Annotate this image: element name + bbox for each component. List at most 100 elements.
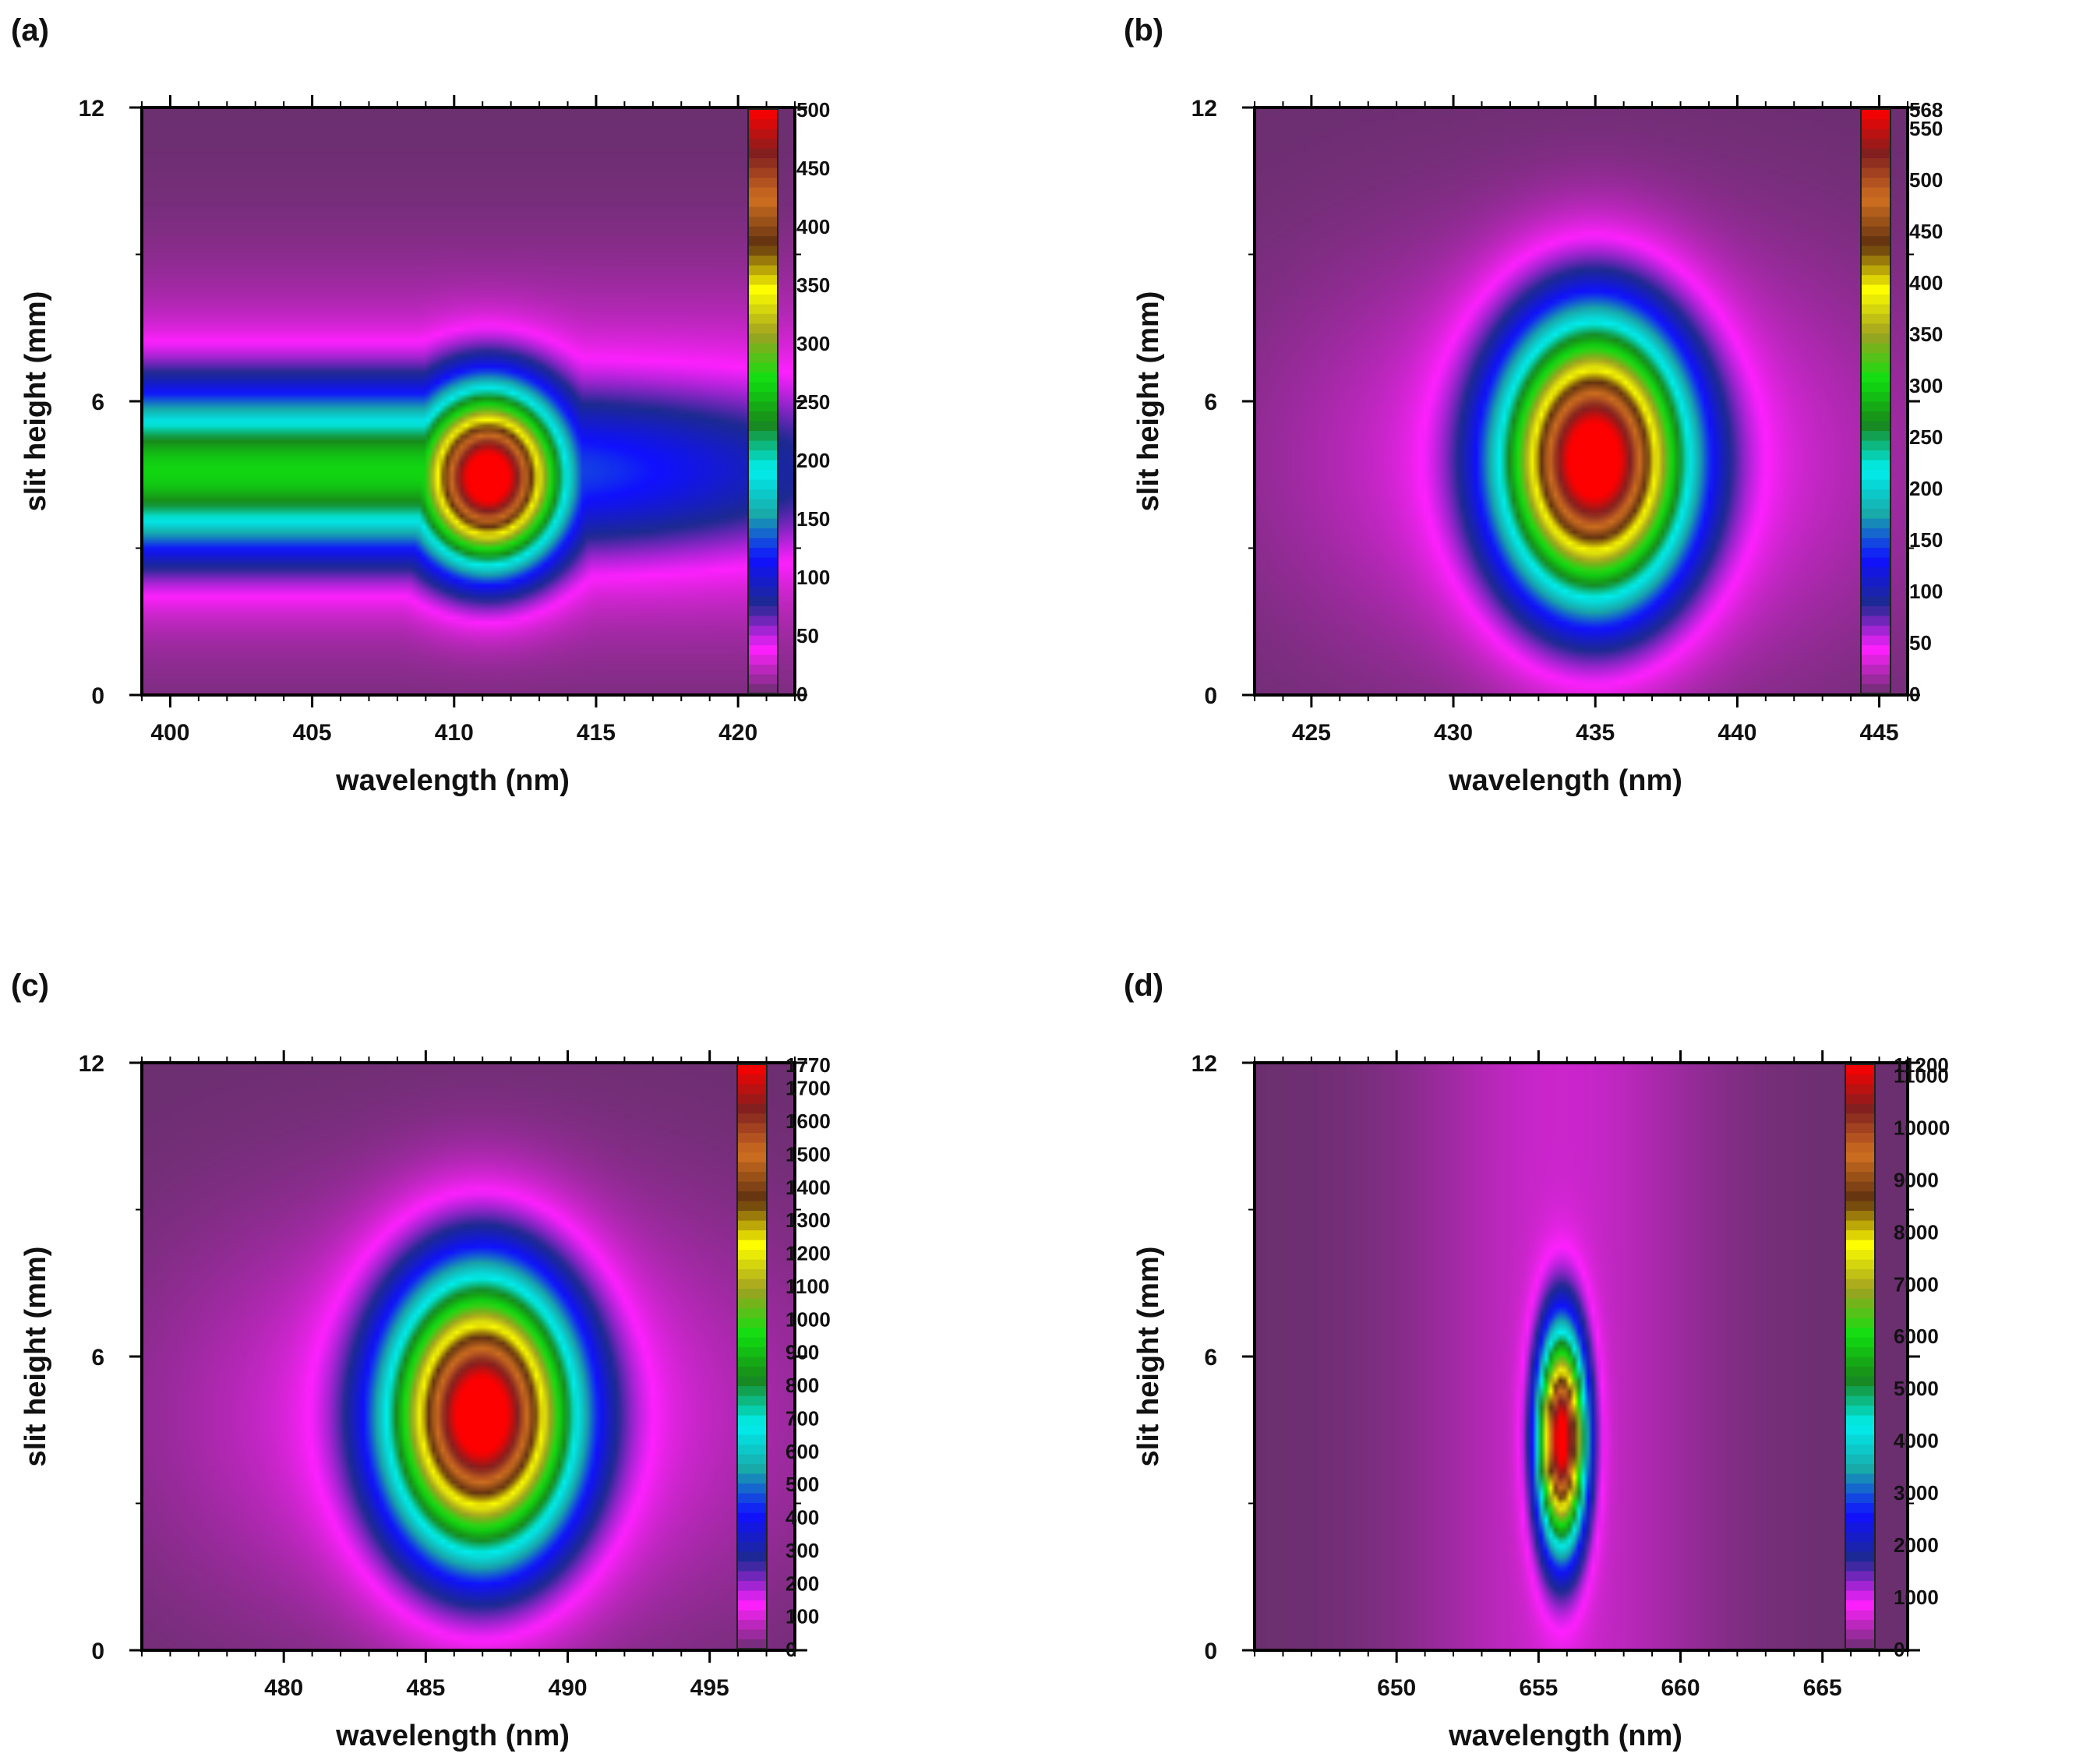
colorbar-label: 11200 [1894,1053,1949,1077]
x-tick-label: 425 [1292,720,1331,746]
colorbar-cell [1861,274,1890,285]
colorbar-cell [748,265,778,276]
colorbar-cell [1845,1123,1875,1134]
colorbar-cell [737,1240,767,1251]
colorbar-cell [1861,635,1890,646]
colorbar-cell [748,274,778,285]
colorbar-cell [737,1084,767,1095]
colorbar-cell [1861,323,1890,334]
x-tick-label: 490 [548,1675,587,1701]
colorbar-cell [737,1288,767,1299]
colorbar-cell [1861,362,1890,373]
colorbar-cell [1861,644,1890,655]
colorbar-cell [1845,1493,1875,1504]
colorbar-cell [737,1191,767,1201]
colorbar-cell [1861,382,1890,393]
colorbar-label: 0 [785,1638,796,1661]
colorbar-cell [748,527,778,538]
colorbar-cell [748,206,778,217]
colorbar-cell [737,1230,767,1240]
colorbar-cell [1845,1629,1875,1640]
colorbar-cell [1861,177,1890,188]
colorbar-cell [748,391,778,402]
colorbar-cell [1861,401,1890,412]
y-tick-label: 6 [91,390,104,415]
x-tick-label: 660 [1661,1675,1700,1701]
colorbar-cell [1861,255,1890,266]
colorbar-cell [737,1249,767,1260]
colorbar-cell [737,1434,767,1445]
panel-label: (c) [11,968,49,1003]
colorbar-cell [1845,1181,1875,1192]
panel-c: (c) 480 485 490 495 0 6 12 wavelength (nm) slit h… [11,968,831,1752]
colorbar-cell [1845,1580,1875,1591]
colorbar-cell [1845,1288,1875,1299]
colorbar-label: 6000 [1894,1325,1939,1348]
colorbar-cell [737,1366,767,1377]
colorbar-cell [1861,206,1890,217]
y-tick-label: 0 [91,683,104,709]
colorbar-cell [748,586,778,597]
colorbar-cell [737,1541,767,1552]
y-tick-label: 6 [91,1345,104,1371]
colorbar-cell [748,196,778,207]
colorbar-cell [1845,1405,1875,1416]
colorbar-cell [748,596,778,607]
colorbar-cell [748,538,778,549]
colorbar-cell [1861,129,1890,139]
colorbar-label: 450 [1909,220,1943,243]
colorbar-cell [1845,1249,1875,1260]
x-tick-label: 650 [1377,1675,1416,1701]
colorbar-cell [1845,1132,1875,1143]
colorbar-cell [737,1376,767,1387]
colorbar-cell [1845,1512,1875,1523]
colorbar-cell [1861,566,1890,577]
colorbar-cell [1861,586,1890,597]
panel-label: (a) [11,13,49,48]
colorbar-label: 7000 [1894,1272,1939,1296]
colorbar-cell [1845,1415,1875,1426]
panel-b: (b) 425 430 435 440 445 0 6 12 wavelength (nm) sli… [1124,13,1943,797]
colorbar-cell [1861,577,1890,587]
colorbar-cell [1861,157,1890,168]
colorbar-frame [1845,1064,1876,1649]
colorbar-cell [737,1463,767,1474]
colorbar-cell [737,1385,767,1396]
colorbar-cell [737,1064,767,1075]
colorbar-cell [737,1561,767,1572]
colorbar-cell [1861,664,1890,675]
colorbar-cell [1861,138,1890,149]
colorbar-cell [737,1181,767,1192]
colorbar-label: 1500 [785,1142,831,1166]
colorbar-cell [1845,1619,1875,1630]
panel-label: (d) [1124,968,1163,1003]
colorbar-cell [737,1415,767,1426]
colorbar-cell [737,1171,767,1182]
x-tick-label: 435 [1576,720,1615,746]
colorbar-cell [737,1307,767,1318]
colorbar-cell [737,1473,767,1484]
x-tick-label: 430 [1434,720,1473,746]
colorbar-cell [748,518,778,529]
colorbar-label: 1000 [1894,1586,1939,1609]
colorbar-cell [748,479,778,490]
y-tick-label: 6 [1204,1345,1217,1371]
y-axis-label: slit height (mm) [1132,291,1165,512]
x-tick-label: 405 [293,720,332,746]
colorbar-cell [1861,118,1890,129]
colorbar-label: 5000 [1894,1377,1939,1400]
colorbar-label: 550 [1909,117,1943,140]
colorbar-cell [1861,245,1890,256]
colorbar-label: 0 [796,683,807,706]
colorbar-cell [1861,547,1890,558]
colorbar-label: 200 [1909,477,1943,500]
colorbar-cell [1861,421,1890,432]
y-tick-label: 12 [79,1051,104,1077]
colorbar-cell [748,216,778,227]
colorbar-cell [1861,683,1890,694]
colorbar-cell [748,635,778,646]
colorbar-cell [1845,1142,1875,1153]
colorbar-cell [737,1424,767,1435]
colorbar-cell [748,664,778,675]
x-axis-label: wavelength (nm) [1448,1720,1682,1752]
